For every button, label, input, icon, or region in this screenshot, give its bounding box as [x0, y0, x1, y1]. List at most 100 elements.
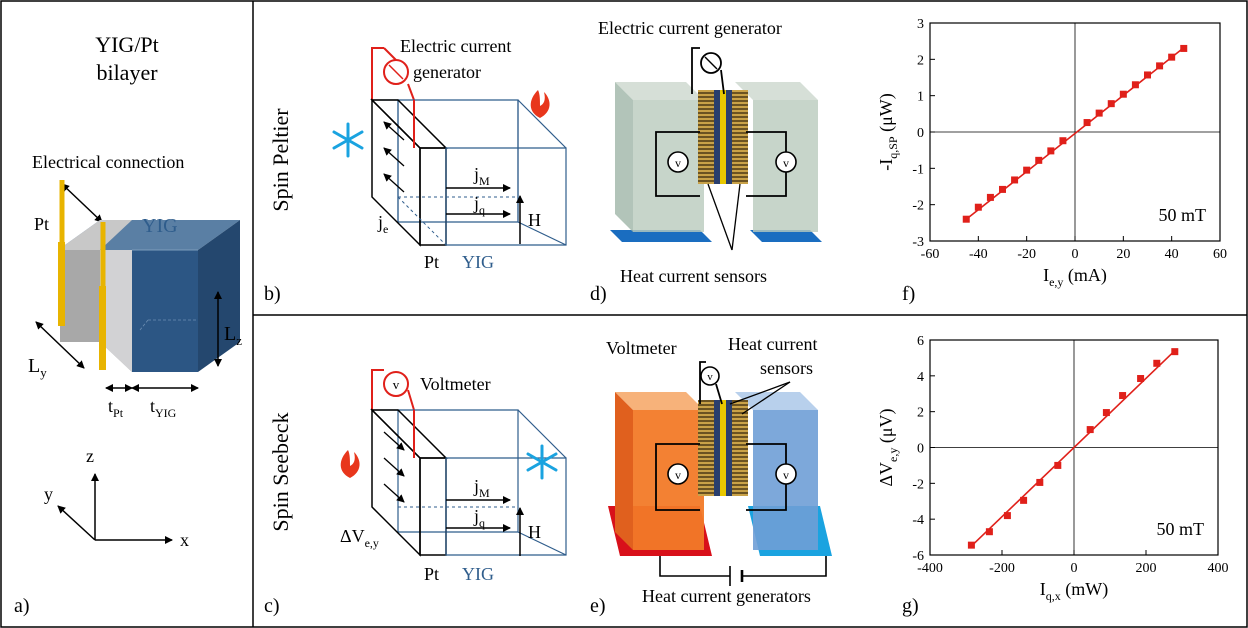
data-point [1171, 348, 1179, 356]
data-point [962, 215, 970, 223]
b-jm-label: jM [473, 164, 490, 188]
data-point [1023, 166, 1031, 174]
d-voltmeter-right-icon [775, 151, 797, 173]
data-point [1102, 409, 1110, 417]
row-label-spin-peltier: Spin Peltier [268, 108, 293, 212]
data-point [1168, 53, 1176, 61]
b-generator-line1: Electric current [400, 36, 511, 56]
y-tick-label: 6 [917, 334, 924, 349]
data-point [1137, 375, 1145, 383]
panel-b: Electric current generator jM jq je H [264, 36, 567, 305]
row-label-spin-seebeck: Spin Seebeck [268, 412, 293, 531]
x-tick-label: -200 [989, 561, 1015, 576]
d-voltmeter-left-icon [667, 151, 689, 173]
data-point [1011, 176, 1019, 184]
d-v-left: v [675, 156, 681, 170]
snowflake-icon [332, 122, 364, 158]
panel-f-label: f) [902, 283, 915, 305]
y-axis-label: ΔVe,y (μV) [876, 408, 900, 486]
flame-icon [340, 450, 360, 478]
panel-b-label: b) [264, 283, 281, 305]
electrical-connection-label: Electrical connection [32, 152, 184, 172]
y-tick-label: 2 [917, 53, 924, 68]
data-point [1086, 426, 1094, 434]
c-v-symbol: v [393, 377, 400, 392]
field-annotation: 50 mT [1159, 205, 1207, 225]
b-h-label: H [528, 210, 541, 230]
x-tick-label: 400 [1208, 561, 1229, 576]
panel-a-label: a) [14, 595, 30, 617]
panel-a: YIG/Pt bilayer Electrical connection Pt … [14, 32, 242, 617]
x-tick-label: -60 [921, 247, 940, 262]
field-annotation: 50 mT [1157, 519, 1205, 539]
y-tick-label: -2 [912, 199, 924, 214]
axis-z-label: z [86, 446, 94, 466]
panel-a-title-line2: bilayer [96, 60, 158, 85]
axis-x-label: x [180, 530, 189, 550]
x-tick-label: 40 [1165, 247, 1179, 262]
snowflake-icon [526, 444, 558, 480]
x-tick-label: 200 [1136, 561, 1157, 576]
data-point [1047, 147, 1055, 155]
y-tick-label: 3 [917, 17, 924, 32]
y-tick-label: 4 [917, 370, 924, 385]
data-point [1035, 156, 1043, 164]
x-tick-label: 0 [1071, 561, 1078, 576]
b-pt-label: Pt [424, 252, 439, 272]
d-generator-label: Electric current generator [598, 18, 782, 38]
e-v-right: v [783, 468, 789, 482]
x-tick-label: 0 [1072, 247, 1079, 262]
d-sensors-label: Heat current sensors [620, 266, 767, 286]
panel-d: Electric current generator v v Heat curr… [590, 18, 822, 305]
data-point [967, 541, 975, 549]
heat-sensor-left [698, 90, 714, 184]
data-point [1059, 137, 1067, 145]
panel-g-label: g) [902, 595, 919, 617]
b-generator-line2: generator [413, 62, 481, 82]
c-dv-label: ΔVe,y [340, 526, 379, 550]
panel-e: Voltmeter Heat current sensors v v v [590, 334, 832, 617]
e-sensors-line1: Heat current [728, 334, 817, 354]
tpt-label: tPt [108, 396, 124, 420]
data-point [1003, 512, 1011, 520]
data-point [1054, 461, 1062, 469]
c-jq-label: jq [473, 506, 485, 530]
x-tick-label: 20 [1116, 247, 1130, 262]
y-tick-label: -3 [912, 235, 924, 250]
b-je-label: je [377, 212, 388, 236]
data-point [985, 528, 993, 536]
c-jm-label: jM [473, 476, 490, 500]
e-voltmeter-label: Voltmeter [606, 338, 677, 358]
data-point [1131, 81, 1139, 89]
c-box [370, 408, 567, 557]
e-sensors-line2: sensors [760, 358, 813, 378]
data-point [986, 193, 994, 201]
chart-f: -60 -40 -20 0 20 40 60 -3 -2 -1 0 1 2 3 50 mT Ie,y (mA)… [876, 17, 1227, 289]
c-h-label: H [528, 522, 541, 542]
heat-sensor-right [732, 90, 748, 184]
lz-label: Lz [224, 323, 242, 348]
coordinate-axes [57, 473, 173, 544]
panel-e-label: e) [590, 595, 606, 617]
y-tick-label: 2 [917, 406, 924, 421]
data-point [1153, 359, 1161, 367]
b-box [370, 98, 567, 247]
b-jq-label: jq [473, 193, 485, 217]
pt-label: Pt [34, 214, 49, 234]
c-voltmeter-label: Voltmeter [420, 374, 491, 394]
x-axis-label: Iq,x (mW) [1040, 579, 1108, 603]
c-yig-label: YIG [462, 564, 494, 584]
data-point [1107, 100, 1115, 108]
voltmeter-icon [383, 371, 409, 397]
tyig-label: tYIG [150, 396, 177, 420]
data-point [974, 203, 982, 211]
y-tick-label: -1 [912, 162, 924, 177]
y-tick-label: 0 [917, 126, 924, 141]
ly-label: Ly [28, 355, 47, 380]
e-v-left: v [675, 468, 681, 482]
data-point [999, 185, 1006, 193]
y-tick-label: -4 [912, 513, 924, 528]
panel-c: v Voltmeter jM jq ΔVe,y H Pt YIG [264, 369, 567, 617]
